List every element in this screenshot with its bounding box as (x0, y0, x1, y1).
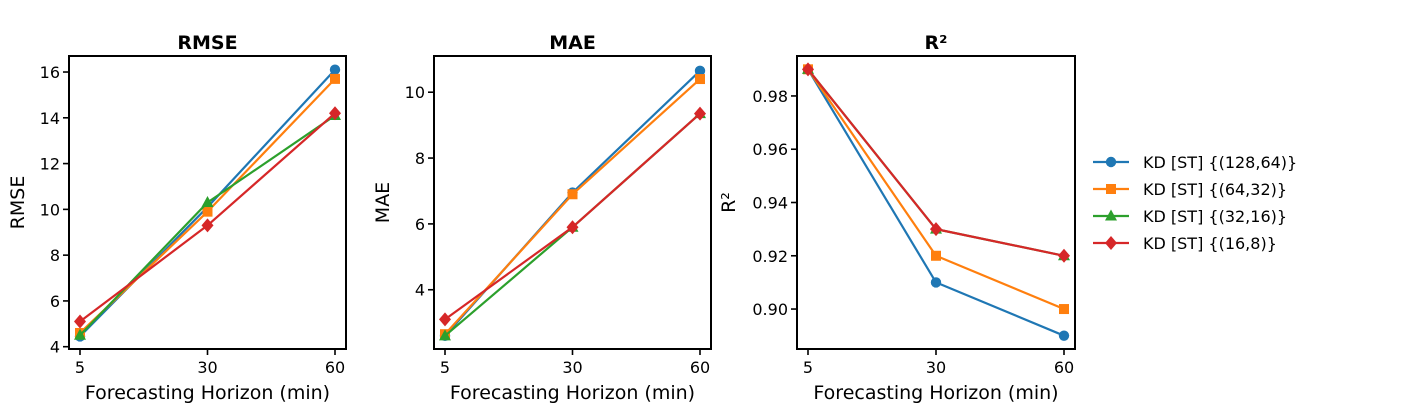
chart-panel-1: 4 6 8 10 12 14 16 5 30 60 RMSE Forecasting Horizon … (7, 32, 347, 404)
y-tick-label: 0.98 (752, 87, 788, 106)
data-point-s4-x2 (566, 220, 579, 235)
x-tick-label: 60 (1054, 358, 1074, 377)
data-point-s4-x2 (201, 218, 214, 233)
data-point-s2-x2 (931, 250, 941, 261)
y-tick-label: 0.96 (752, 140, 788, 159)
data-point-s4-x1 (439, 312, 451, 327)
data-point-s4-x3 (1058, 248, 1070, 263)
chart-title: RMSE (177, 32, 237, 54)
x-tick-label: 30 (562, 358, 582, 377)
legend-marker (1106, 184, 1116, 194)
x-tick-label: 5 (803, 358, 813, 377)
legend-label: KD [ST] {(32,16)} (1143, 207, 1287, 226)
data-point-s3-x1 (74, 328, 86, 340)
x-axis-label: Forecasting Horizon (min) (813, 382, 1058, 404)
chart-panel-3: 0.90 0.92 0.94 0.96 0.98 5 30 60 R² Forecasting H… (718, 32, 1076, 404)
data-point-s4-x1 (74, 314, 86, 329)
y-tick-label: 6 (50, 292, 60, 311)
legend-item: KD [ST] {(64,32)} (1093, 180, 1287, 199)
data-point-s2-x3 (1059, 304, 1069, 315)
y-axis-label: R² (718, 192, 740, 213)
y-tick-label: 10 (40, 200, 60, 219)
data-point-s1-x3 (329, 64, 341, 75)
y-tick-label: 0.94 (752, 194, 788, 213)
chart-panel-2: 4 6 8 10 5 30 60 MAE Forecasting Horizon (min) MA… (372, 32, 712, 404)
y-tick-label: 8 (415, 149, 425, 168)
data-point-s4-x3 (329, 106, 341, 121)
x-axis-label: Forecasting Horizon (min) (450, 382, 695, 404)
legend: KD [ST] {(128,64)} KD [ST] {(64,32)} KD [S… (1093, 153, 1297, 253)
data-point-s2-x2 (567, 189, 578, 200)
y-tick-label: 4 (415, 281, 425, 300)
y-tick-label: 14 (40, 109, 60, 128)
chart-title: MAE (549, 32, 596, 54)
y-tick-label: 6 (415, 215, 425, 234)
legend-label: KD [ST] {(128,64)} (1143, 153, 1297, 172)
legend-marker (1105, 156, 1117, 168)
data-point-s1-x2 (930, 277, 942, 288)
data-point-s4-x3 (694, 106, 706, 121)
y-tick-label: 8 (50, 246, 60, 265)
y-tick-label: 16 (40, 63, 60, 82)
data-point-s2-x3 (695, 74, 705, 85)
y-tick-label: 12 (40, 155, 60, 174)
data-point-s4-x1 (802, 62, 814, 77)
x-tick-label: 60 (325, 358, 345, 377)
data-point-s2-x2 (202, 206, 213, 217)
y-tick-label: 10 (405, 83, 425, 102)
y-axis-label: MAE (372, 182, 394, 223)
data-point-s4-x2 (930, 222, 942, 237)
data-point-s1-x3 (1058, 330, 1070, 341)
data-point-s1-x3 (694, 65, 706, 77)
x-tick-label: 5 (75, 358, 85, 377)
data-point-s3-x2 (201, 196, 214, 207)
legend-label: KD [ST] {(64,32)} (1143, 180, 1287, 199)
data-point-s3-x1 (439, 329, 451, 341)
y-tick-label: 0.90 (752, 300, 788, 319)
chart-panels: 4 6 8 10 12 14 16 5 30 60 RMSE Forecasting Horizon … (7, 32, 1076, 404)
legend-marker (1105, 236, 1117, 250)
x-axis-label: Forecasting Horizon (min) (85, 382, 330, 404)
chart-title: R² (925, 32, 948, 54)
legend-item: KD [ST] {(32,16)} (1093, 207, 1287, 226)
data-point-s2-x3 (330, 73, 340, 84)
legend-label: KD [ST] {(16,8)} (1143, 234, 1277, 253)
y-axis-label: RMSE (7, 176, 29, 230)
x-tick-label: 30 (926, 358, 946, 377)
y-tick-label: 0.92 (752, 247, 788, 266)
legend-item: KD [ST] {(128,64)} (1093, 153, 1297, 172)
legend-item: KD [ST] {(16,8)} (1093, 234, 1277, 253)
x-tick-label: 5 (440, 358, 450, 377)
x-tick-label: 60 (690, 358, 710, 377)
legend-marker (1105, 209, 1117, 221)
x-tick-label: 30 (197, 358, 217, 377)
y-tick-label: 4 (50, 338, 60, 357)
